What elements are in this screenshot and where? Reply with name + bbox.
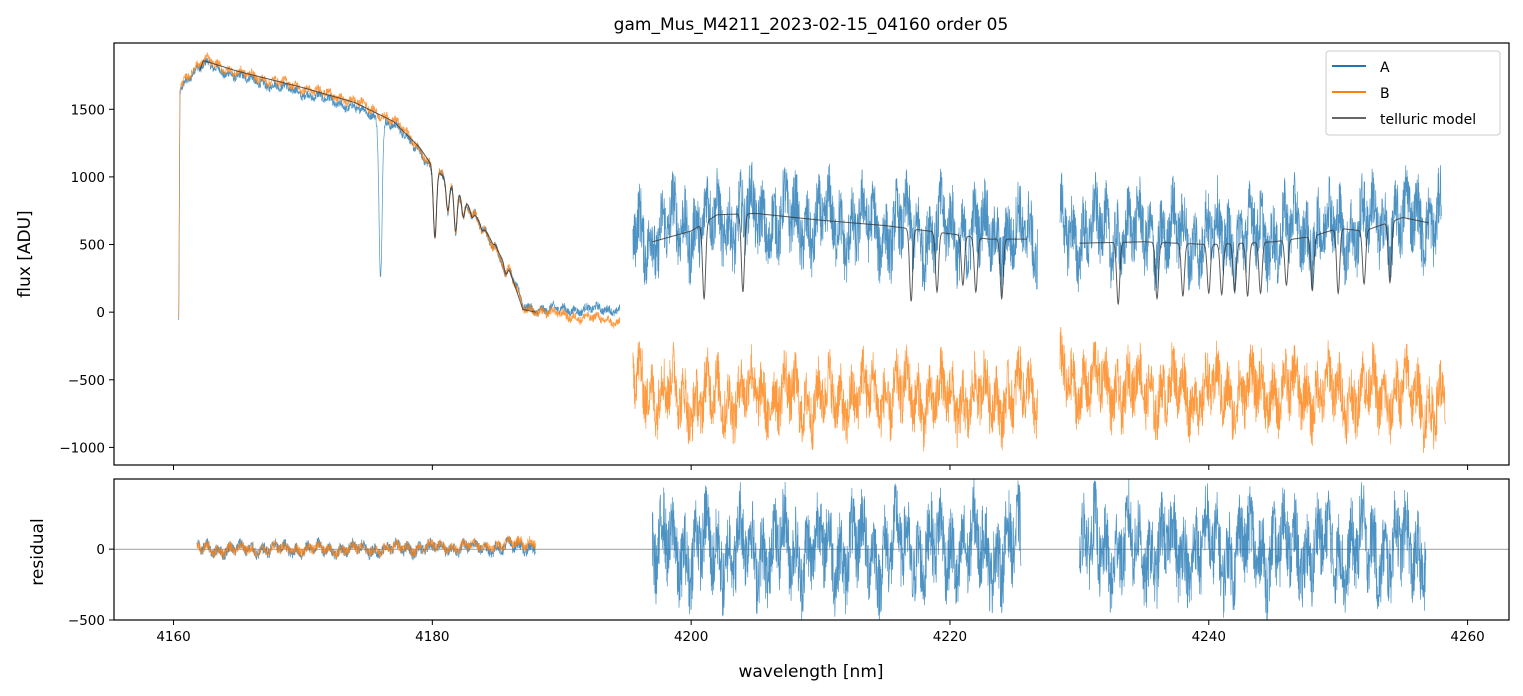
residual-panel: −500 0 4160 4180 4200 4220 4240 4260 (68, 478, 1510, 645)
series-B-segment-1 (632, 341, 1039, 452)
plot-area (114, 479, 1509, 620)
x-tick-label: 4160 (156, 629, 190, 645)
y-axis-label-flux: flux [ADU] (15, 210, 35, 297)
series-telluric-model-segment-2 (1079, 217, 1429, 306)
legend-box (1325, 50, 1501, 136)
y-axis-label-residual: residual (28, 518, 48, 585)
series-A-segment-1 (651, 479, 1022, 620)
x-tick-label: 4260 (1450, 629, 1484, 645)
plot-area (178, 51, 1446, 454)
flux-panel: −1000 −500 0 500 1000 1500 (59, 42, 1510, 470)
series-B-segment-0 (196, 535, 536, 560)
legend-label-b: B (1380, 86, 1390, 102)
x-tick-label: 4200 (674, 629, 708, 645)
x-tick-label: 4220 (933, 629, 967, 645)
y-tick-label: −500 (68, 373, 105, 389)
series-A-segment-2 (1059, 165, 1442, 295)
axes-frame (113, 42, 1510, 466)
chart-title: gam_Mus_M4211_2023-02-15_04160 order 05 (614, 15, 1009, 35)
y-tick-label: 0 (96, 305, 105, 321)
x-tick-label: 4180 (415, 629, 449, 645)
series-A-segment-2 (1079, 479, 1427, 620)
legend-label-a: A (1380, 60, 1390, 76)
series-telluric-model-segment-1 (652, 212, 1028, 302)
y-tick-label: 0 (96, 542, 105, 558)
series-A-segment-0 (178, 57, 621, 321)
legend-label-telluric: telluric model (1380, 112, 1476, 128)
x-tick-label: 4240 (1192, 629, 1226, 645)
series-B-segment-0 (178, 51, 621, 329)
y-tick-label: 1500 (71, 102, 105, 118)
y-tick-label: −1000 (59, 440, 105, 456)
series-telluric-model-segment-0 (198, 59, 536, 313)
y-tick-label: 1000 (71, 170, 105, 186)
legend: A B telluric model (1325, 50, 1501, 136)
x-axis-label: wavelength [nm] (738, 662, 883, 682)
series-B-segment-2 (1059, 326, 1446, 454)
y-tick-label: −500 (68, 613, 105, 629)
y-tick-label: 500 (79, 238, 105, 254)
